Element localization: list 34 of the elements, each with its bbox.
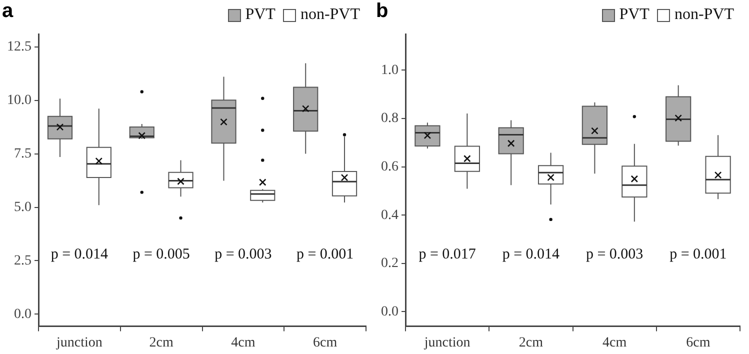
y-tick-label: 10.0 bbox=[7, 92, 32, 108]
y-tick-label: 0.4 bbox=[381, 208, 398, 223]
x-tick-label: junction bbox=[423, 335, 470, 350]
chart-title: b bbox=[376, 0, 388, 23]
annotation: p = 0.001 bbox=[670, 246, 727, 263]
annotation: p = 0.003 bbox=[214, 246, 272, 263]
annotation: p = 0.003 bbox=[586, 246, 644, 263]
legend-label: PVT bbox=[245, 6, 276, 24]
x-tick-label: 6cm bbox=[686, 335, 710, 350]
legend-label: non-PVT bbox=[674, 6, 734, 24]
y-tick-label: 12.5 bbox=[7, 40, 32, 55]
annotation: p = 0.014 bbox=[502, 246, 560, 263]
y-tick-label: 0.0 bbox=[14, 306, 32, 322]
y-tick-label: 0.8 bbox=[381, 111, 398, 126]
y-tick-label: 0.2 bbox=[381, 256, 398, 272]
y-tick-label: 7.5 bbox=[14, 146, 32, 162]
annotation: p = 0.017 bbox=[418, 246, 476, 263]
legend-label: PVT bbox=[619, 6, 650, 24]
y-tick-label: 1.0 bbox=[381, 62, 398, 78]
x-tick-label: 2cm bbox=[518, 335, 544, 350]
x-tick-label: 6cm bbox=[313, 335, 338, 350]
y-tick-label: 0.0 bbox=[381, 304, 398, 320]
legend-label: non-PVT bbox=[300, 6, 360, 24]
y-tick-label: 5.0 bbox=[14, 200, 32, 215]
x-tick-label: 4cm bbox=[231, 335, 256, 350]
x-tick-label: 2cm bbox=[149, 335, 174, 350]
annotation: p = 0.005 bbox=[132, 246, 190, 263]
annotation: p = 0.001 bbox=[296, 246, 354, 263]
annotation: p = 0.014 bbox=[50, 246, 109, 263]
x-tick-label: junction bbox=[55, 335, 102, 350]
y-tick-label: 2.5 bbox=[14, 253, 32, 268]
y-tick-label: 0.6 bbox=[381, 159, 398, 174]
chart-title: a bbox=[2, 0, 14, 23]
x-tick-label: 4cm bbox=[602, 335, 627, 350]
